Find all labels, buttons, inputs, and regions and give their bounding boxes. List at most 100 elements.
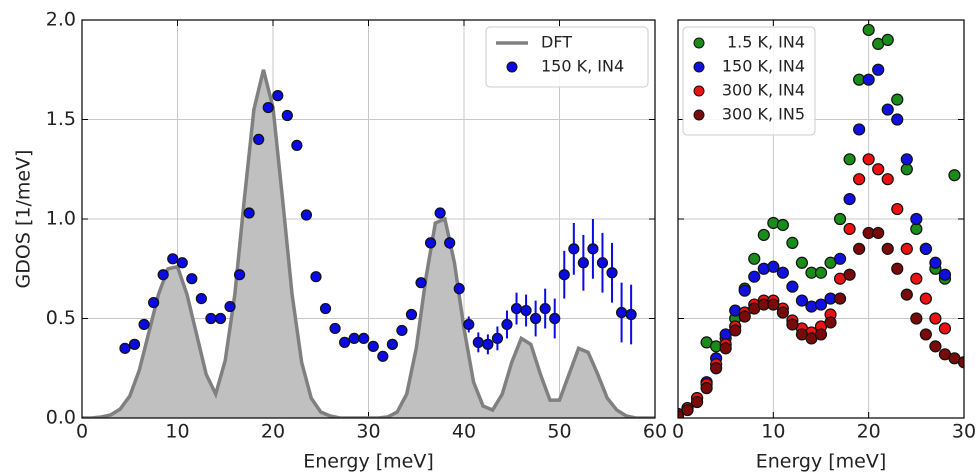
data-point bbox=[786, 318, 799, 331]
legend-label: DFT bbox=[541, 33, 572, 52]
data-point bbox=[577, 257, 589, 269]
data-point bbox=[300, 209, 313, 221]
data-point bbox=[424, 237, 437, 249]
data-point bbox=[891, 93, 904, 106]
data-point bbox=[348, 332, 360, 344]
data-point bbox=[853, 173, 866, 186]
data-point bbox=[157, 269, 169, 281]
data-point bbox=[814, 266, 828, 279]
data-point bbox=[738, 284, 751, 297]
data-point bbox=[587, 243, 599, 255]
data-point bbox=[176, 257, 188, 269]
data-point bbox=[748, 270, 761, 283]
data-point bbox=[319, 302, 332, 315]
data-point bbox=[919, 292, 932, 305]
data-point bbox=[253, 133, 265, 145]
data-point bbox=[729, 324, 742, 337]
data-point bbox=[549, 312, 561, 325]
data-point bbox=[872, 163, 885, 176]
data-point bbox=[539, 302, 551, 315]
y-tick-label: 2.0 bbox=[46, 9, 76, 31]
x-tick-label: 20 bbox=[857, 421, 881, 443]
data-point bbox=[482, 338, 494, 350]
data-point bbox=[272, 90, 284, 102]
legend-label: 300 K, IN4 bbox=[722, 81, 805, 100]
data-point bbox=[386, 338, 398, 350]
data-point bbox=[853, 123, 866, 136]
data-point bbox=[795, 256, 809, 269]
data-point bbox=[767, 298, 780, 311]
data-point bbox=[510, 302, 523, 315]
data-point bbox=[929, 312, 942, 325]
data-point bbox=[358, 332, 370, 344]
data-point bbox=[757, 228, 770, 242]
legend-swatch bbox=[693, 109, 705, 121]
data-point bbox=[214, 312, 227, 325]
data-point bbox=[786, 236, 799, 249]
data-point bbox=[463, 318, 475, 331]
x-tick-label: 50 bbox=[547, 421, 571, 443]
data-point bbox=[339, 336, 351, 348]
data-point bbox=[520, 304, 532, 317]
x-tick-label: 10 bbox=[761, 421, 785, 443]
data-point bbox=[128, 338, 141, 350]
legend-swatch bbox=[506, 61, 518, 73]
data-point bbox=[224, 300, 236, 313]
data-point bbox=[491, 332, 504, 344]
data-point bbox=[872, 63, 885, 76]
data-point bbox=[205, 312, 217, 325]
x-tick-label: 40 bbox=[452, 421, 476, 443]
data-point bbox=[472, 336, 484, 348]
data-point bbox=[568, 243, 580, 255]
data-point bbox=[119, 342, 131, 354]
data-point bbox=[881, 242, 894, 255]
data-point bbox=[900, 242, 913, 255]
data-point bbox=[377, 350, 389, 362]
x-tick-label: 0 bbox=[76, 421, 88, 443]
legend-label: 1.5 K, IN4 bbox=[727, 33, 805, 52]
data-point bbox=[910, 312, 923, 325]
axes-frame bbox=[677, 19, 965, 419]
data-point bbox=[843, 222, 856, 236]
data-point bbox=[900, 153, 913, 166]
data-point bbox=[843, 153, 856, 166]
data-point bbox=[291, 139, 303, 151]
x-tick-label: 10 bbox=[165, 421, 189, 443]
x-tick-label: 30 bbox=[952, 421, 976, 443]
dft-line bbox=[82, 69, 655, 418]
data-point bbox=[824, 316, 837, 329]
data-point bbox=[938, 322, 952, 335]
data-point bbox=[881, 173, 894, 186]
data-point bbox=[186, 273, 198, 285]
data-point bbox=[444, 237, 456, 249]
data-point bbox=[957, 356, 964, 369]
data-point bbox=[558, 269, 570, 281]
data-point bbox=[814, 328, 828, 341]
data-point bbox=[843, 193, 856, 206]
data-point bbox=[596, 257, 609, 269]
data-point bbox=[167, 253, 179, 265]
x-tick-label: 0 bbox=[672, 421, 684, 443]
data-point bbox=[881, 103, 894, 116]
data-point bbox=[625, 308, 637, 321]
data-point bbox=[453, 283, 465, 295]
data-point bbox=[700, 382, 713, 395]
data-point bbox=[910, 212, 923, 226]
y-tick-label: 1.0 bbox=[46, 208, 76, 230]
data-point bbox=[862, 73, 875, 86]
data-point bbox=[862, 153, 875, 166]
legend-box bbox=[682, 26, 816, 136]
y-axis-label: GDOS [1/meV] bbox=[13, 150, 35, 289]
data-point bbox=[138, 318, 150, 331]
data-point bbox=[929, 256, 942, 269]
data-point bbox=[530, 312, 542, 325]
x-tick-label: 30 bbox=[356, 421, 380, 443]
y-tick-label: 0.0 bbox=[46, 407, 76, 429]
legend-swatch bbox=[693, 85, 705, 97]
data-point bbox=[195, 293, 207, 305]
dft-area bbox=[82, 69, 655, 418]
data-point bbox=[862, 23, 875, 37]
data-point bbox=[281, 109, 293, 122]
data-point bbox=[891, 202, 904, 216]
data-point bbox=[243, 207, 255, 219]
